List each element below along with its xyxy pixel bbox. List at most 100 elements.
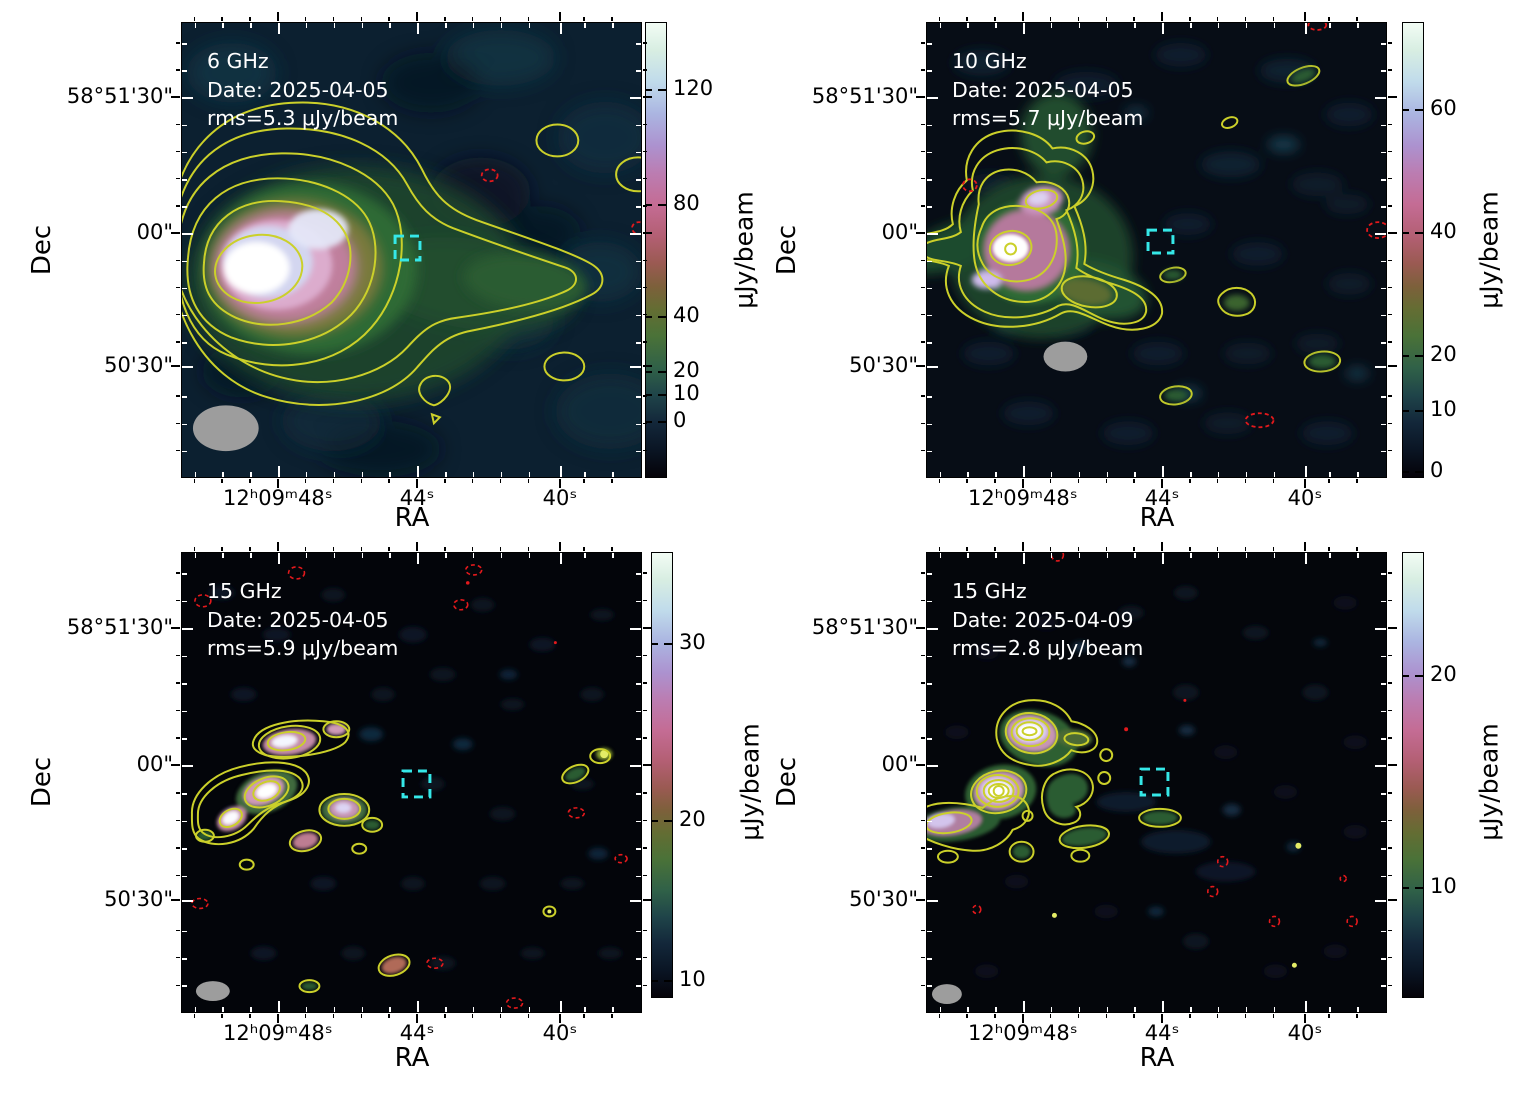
tick-mark — [612, 553, 614, 558]
tick-mark — [1105, 479, 1108, 483]
tick-mark — [921, 984, 925, 986]
tick-mark — [500, 1007, 503, 1012]
tick-mark — [938, 479, 940, 483]
tick-mark — [652, 980, 658, 983]
tick-mark — [927, 738, 932, 740]
tick-mark — [927, 179, 932, 181]
tick-mark — [636, 930, 641, 933]
tick-mark — [1217, 17, 1219, 21]
tick-mark — [636, 820, 641, 823]
tick-mark: 10 — [679, 967, 706, 992]
tick-mark — [388, 479, 390, 483]
tick-mark — [643, 627, 652, 630]
positive-contours — [190, 719, 612, 994]
tick-mark — [1134, 553, 1136, 558]
tick-mark — [1381, 151, 1386, 154]
tick-mark — [1388, 365, 1397, 368]
tick-mark — [921, 682, 925, 684]
tick-mark: 10 — [1430, 873, 1457, 898]
tick-mark — [1244, 17, 1247, 21]
tick-mark — [927, 206, 932, 208]
tick-mark — [1077, 17, 1080, 21]
tick-mark — [1050, 553, 1053, 558]
tick-mark — [612, 1007, 614, 1012]
tick-mark — [182, 738, 187, 740]
tick-label: 58°51'30" — [811, 615, 918, 640]
tick-mark — [643, 365, 652, 368]
tick-mark — [1415, 231, 1423, 234]
tick-mark — [927, 930, 932, 933]
tick-mark — [182, 600, 187, 603]
tick-mark — [1022, 466, 1025, 477]
tick-mark — [444, 547, 446, 551]
negative-contours — [191, 564, 628, 1009]
tick-mark — [1375, 900, 1386, 903]
tick-mark — [1357, 553, 1359, 558]
tick-mark — [994, 1014, 996, 1018]
tick-mark — [1162, 466, 1165, 477]
tick-mark — [1381, 43, 1386, 45]
tick-mark — [927, 848, 932, 850]
background-noise — [944, 585, 1368, 979]
tick-mark — [939, 553, 942, 558]
tick-mark — [559, 1001, 562, 1012]
tick-mark — [939, 1007, 942, 1012]
tick-mark — [1077, 479, 1080, 483]
tick-mark — [921, 69, 925, 71]
tick-mark — [636, 683, 641, 685]
tick-mark — [1244, 1014, 1247, 1018]
tick-mark — [1381, 260, 1386, 263]
tick-mark — [939, 472, 942, 477]
tick-mark — [1021, 542, 1024, 551]
tick-mark — [1415, 886, 1423, 889]
tick-label: 12ʰ09ᵐ48ˢ — [223, 486, 333, 510]
tick-mark — [636, 848, 641, 850]
tick-mark — [221, 547, 223, 551]
tick-label: 58°51'30" — [811, 84, 918, 109]
tick-mark — [1078, 1007, 1081, 1012]
tick-mark — [921, 286, 925, 289]
tick-mark — [445, 553, 447, 558]
tick-mark — [636, 655, 641, 658]
beam-ellipse — [195, 981, 230, 1002]
tick-mark — [1381, 450, 1386, 453]
tick-mark — [194, 1007, 197, 1012]
tick-mark — [1162, 1001, 1165, 1012]
tick-mark — [194, 472, 197, 477]
tick-mark — [1388, 682, 1392, 684]
tick-mark — [332, 17, 335, 21]
tick-mark — [1161, 479, 1164, 488]
tick-mark — [1244, 479, 1247, 483]
tick-mark — [1415, 471, 1423, 474]
tick-mark — [1245, 472, 1248, 477]
tick-mark — [636, 206, 641, 208]
tick-mark — [1381, 573, 1386, 575]
tick-mark — [559, 23, 562, 34]
tick-mark — [1303, 1014, 1306, 1023]
negative-dot — [465, 581, 470, 585]
tick-mark — [1328, 479, 1330, 483]
tick-mark — [472, 479, 474, 483]
tick-mark — [276, 1014, 279, 1023]
tick-mark — [927, 151, 932, 154]
tick-mark — [558, 12, 561, 21]
tick-mark — [1388, 599, 1392, 602]
tick-mark — [611, 479, 613, 483]
tick-mark — [332, 547, 335, 551]
tick-mark — [927, 683, 932, 685]
beam-ellipse — [931, 984, 962, 1005]
panel-annotation: 10 GHz Date: 2025-04-05 rms=5.7 μJy/beam — [952, 47, 1143, 133]
tick-mark — [332, 1014, 335, 1018]
tick-mark — [361, 1007, 364, 1012]
tick-mark — [636, 738, 641, 740]
tick-mark — [921, 709, 925, 712]
tick-mark — [1133, 1014, 1135, 1018]
tick-mark — [176, 929, 180, 931]
tick-mark — [1381, 314, 1386, 317]
tick-mark — [921, 819, 925, 822]
tick-mark — [611, 17, 613, 21]
tick-mark — [1273, 472, 1276, 477]
tick-mark — [1403, 409, 1409, 412]
negative-dot — [1183, 698, 1187, 702]
frequency-label: 15 GHz — [952, 579, 1027, 603]
